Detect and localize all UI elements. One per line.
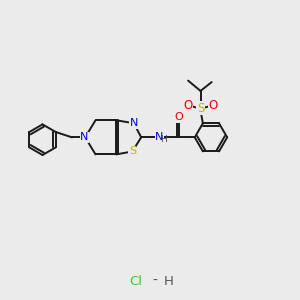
Text: H: H [163, 274, 173, 287]
Text: N: N [130, 118, 138, 128]
Text: S: S [129, 146, 136, 157]
Text: -: - [153, 274, 158, 288]
Text: O: O [208, 99, 218, 112]
Text: S: S [197, 101, 204, 115]
Text: Cl: Cl [129, 274, 142, 287]
Text: N: N [80, 132, 88, 142]
Text: H: H [160, 135, 167, 144]
Text: O: O [184, 99, 193, 112]
Text: O: O [174, 112, 183, 122]
Text: N: N [155, 132, 164, 142]
